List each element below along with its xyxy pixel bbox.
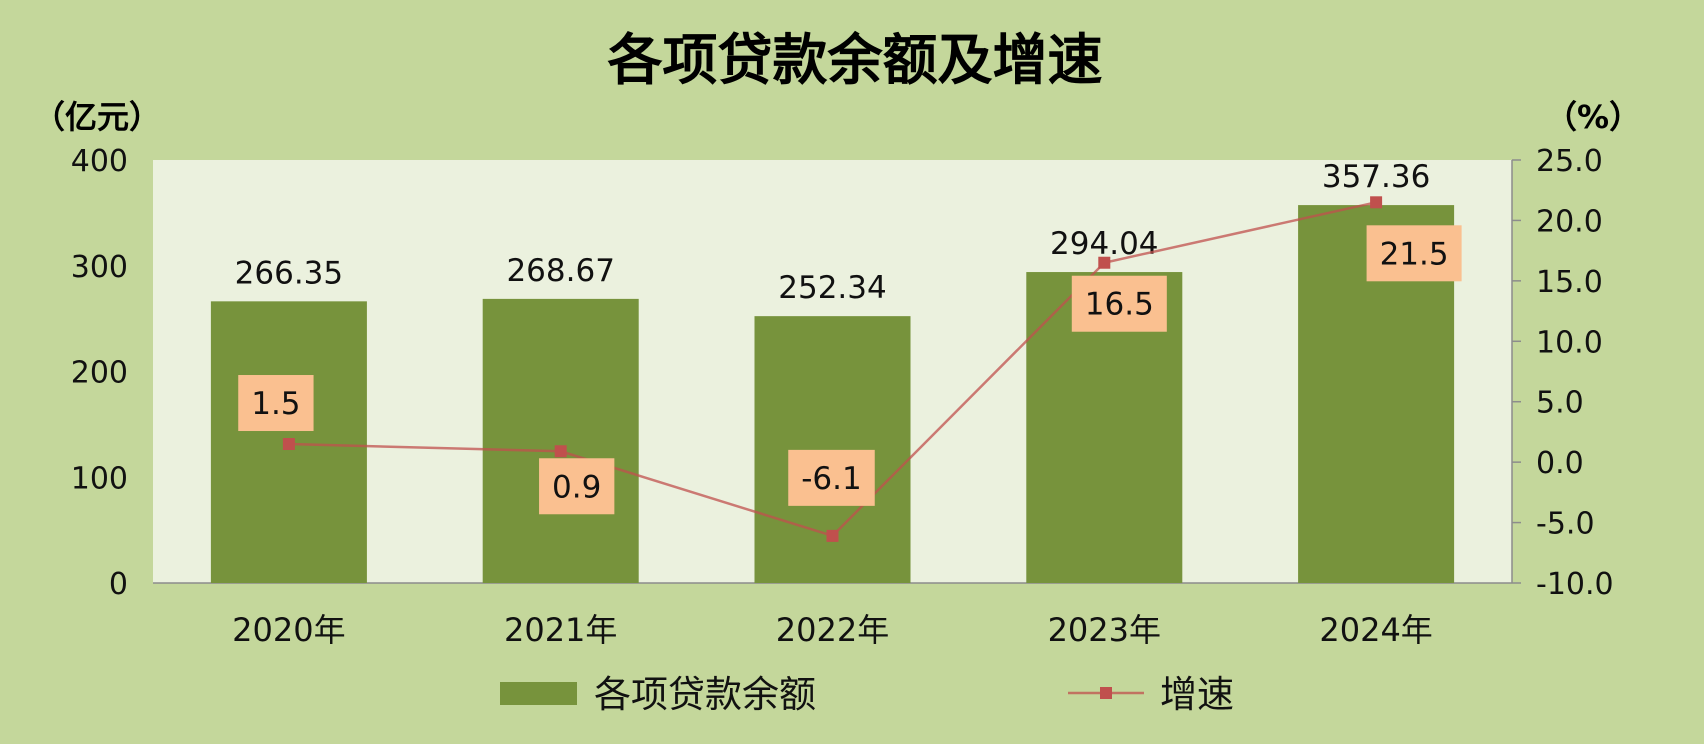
growth-value-label: 21.5 [1380, 236, 1449, 272]
loan-balance-value-label: 252.34 [778, 270, 886, 306]
right-axis-tick-label: -5.0 [1536, 507, 1595, 542]
growth-label: 0.9 [539, 458, 615, 515]
growth-labels-layer: 1.5 0.9 -6.1 16.5 21.5 [238, 225, 1462, 515]
x-axis-labels-layer: 2020年 2021年 2022年 2023年 2024年 [232, 611, 1433, 649]
loan-balance-value-label: 266.35 [235, 255, 343, 291]
right-axis-tick-label: 10.0 [1536, 325, 1603, 360]
loan-balance-value-label: 268.67 [506, 253, 614, 289]
growth-line-layer [282, 196, 1383, 542]
right-axis-tick-label: 15.0 [1536, 265, 1603, 300]
growth-label-box [788, 449, 875, 506]
bar-labels-layer: 266.35 268.67 252.34 294.04 357.36 [235, 159, 1431, 306]
growth-label: 21.5 [1366, 225, 1462, 282]
growth-label-box [238, 375, 314, 432]
x-axis-label: 2021年 [504, 611, 617, 649]
right-axis-tick-label: -10.0 [1536, 567, 1614, 602]
growth-label: 16.5 [1071, 275, 1167, 332]
legend-line-marker [1100, 687, 1112, 699]
legend-line-label: 增速 [1160, 673, 1234, 716]
growth-rate-marker [282, 438, 295, 451]
left-axis-tick-label: 300 [71, 250, 128, 285]
growth-value-label: 0.9 [552, 469, 601, 505]
growth-label-box [1366, 225, 1462, 282]
loan-balance-value-label: 294.04 [1050, 226, 1158, 262]
x-axis-label: 2023年 [1048, 611, 1161, 649]
growth-label-box [539, 458, 615, 515]
growth-value-label: 16.5 [1085, 287, 1154, 323]
growth-rate-marker [1098, 256, 1111, 269]
legend-bar-swatch [500, 682, 577, 705]
loan-balance-bar [754, 316, 911, 583]
right-axis-unit: （%） [1545, 98, 1641, 136]
growth-value-label: 1.5 [251, 386, 300, 422]
right-axis-tick-label: 0.0 [1536, 446, 1584, 481]
loan-balance-value-label: 357.36 [1322, 159, 1430, 195]
x-axis-label: 2022年 [776, 611, 889, 649]
tick-labels-layer: -10.0 -5.0 0.0 5.0 10.0 15.0 20.0 25.0 0 100 200 30… [71, 144, 1614, 602]
growth-value-label: -6.1 [801, 461, 862, 497]
growth-rate-marker [554, 445, 567, 458]
growth-label: -6.1 [788, 449, 875, 506]
right-axis-tick-label: 20.0 [1536, 204, 1603, 239]
x-axis-label: 2024年 [1319, 611, 1432, 649]
left-axis-tick-label: 200 [71, 356, 128, 391]
right-axis-tick-label: 25.0 [1536, 144, 1603, 179]
growth-label: 1.5 [238, 375, 314, 432]
x-axis-label: 2020年 [232, 611, 345, 649]
growth-rate-marker [826, 529, 839, 542]
left-axis-unit: （亿元） [33, 98, 161, 136]
chart-title: 各项贷款余额及增速 [607, 28, 1102, 92]
growth-rate-marker [1370, 196, 1383, 209]
loan-balance-bar [482, 298, 639, 583]
left-axis-tick-label: 400 [71, 144, 128, 179]
legend: 各项贷款余额 增速 [500, 673, 1234, 716]
legend-bar-label: 各项贷款余额 [594, 673, 816, 716]
right-axis-tick-label: 5.0 [1536, 386, 1584, 421]
left-axis-tick-label: 0 [109, 567, 128, 602]
left-axis-tick-label: 100 [71, 461, 128, 496]
growth-label-box [1071, 275, 1167, 332]
